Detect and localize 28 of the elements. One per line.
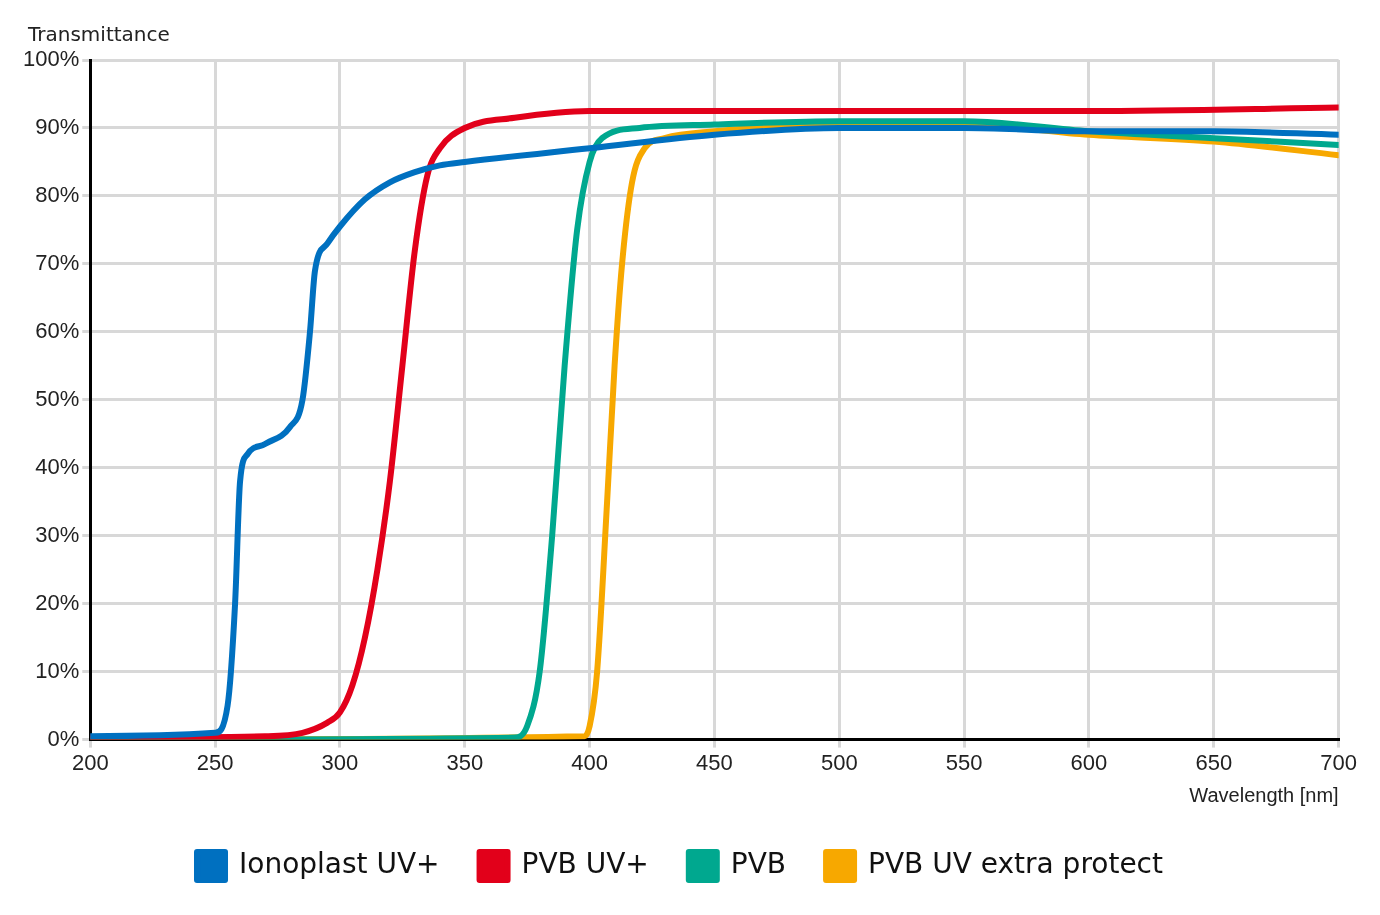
y-tick-label: 70% — [35, 249, 80, 275]
legend-label: PVB UV+ — [521, 847, 649, 881]
x-tick-label: 400 — [571, 749, 608, 775]
x-tick-label: 650 — [1195, 749, 1233, 775]
x-tick-label: 250 — [196, 749, 234, 775]
y-tick-label: 10% — [35, 657, 80, 683]
y-tick-label: 100% — [22, 46, 80, 72]
y-tick-label: 0% — [47, 725, 80, 751]
y-tick-label: 30% — [35, 521, 80, 547]
x-tick-label: 600 — [1070, 749, 1108, 775]
x-tick-label: 550 — [945, 749, 983, 775]
legend-label: Ionoplast UV+ — [239, 847, 440, 881]
legend-label: PVB — [730, 847, 787, 881]
x-tick-label: 200 — [71, 749, 109, 775]
y-tick-label: 60% — [35, 317, 80, 343]
x-tick-label: 300 — [321, 749, 359, 775]
x-tick-label: 350 — [446, 749, 484, 775]
y-tick-label: 50% — [35, 385, 80, 411]
y-axis-title: Transmittance — [27, 22, 170, 47]
x-tick-label: 700 — [1320, 749, 1358, 775]
legend-label: PVB UV extra protect — [868, 847, 1164, 881]
y-tick-label: 90% — [35, 114, 80, 140]
y-tick-label: 80% — [35, 181, 80, 207]
x-tick-label: 500 — [820, 749, 858, 775]
x-axis-title: Wavelength [nm] — [1189, 783, 1339, 806]
y-tick-label: 20% — [35, 589, 80, 615]
x-tick-label: 450 — [696, 749, 733, 775]
y-tick-label: 40% — [35, 453, 80, 479]
